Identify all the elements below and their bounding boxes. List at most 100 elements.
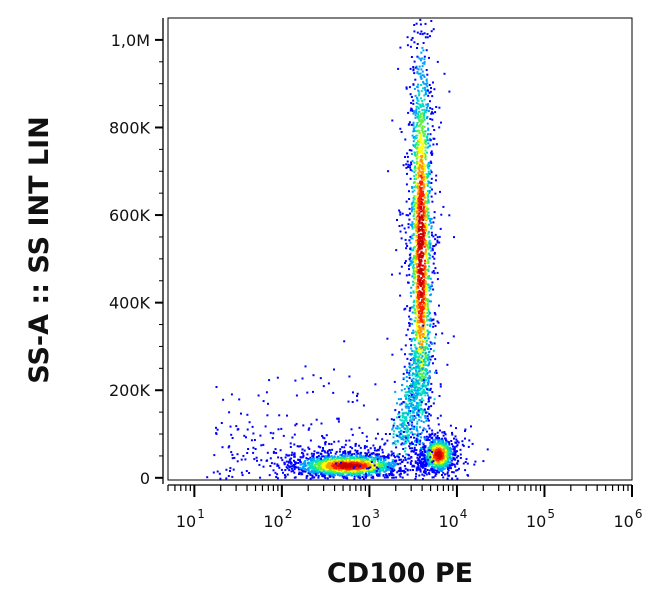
event-dot	[419, 226, 422, 228]
event-dot	[329, 449, 331, 452]
event-dot	[424, 88, 427, 91]
event-dot	[332, 465, 335, 467]
event-dot	[410, 286, 413, 289]
event-dot	[441, 474, 443, 476]
event-dot	[399, 294, 402, 297]
event-dot	[412, 99, 415, 102]
event-dot	[454, 465, 457, 468]
event-dot	[418, 411, 421, 414]
event-dot	[418, 334, 421, 337]
event-dot	[426, 458, 429, 461]
event-dot	[311, 467, 314, 470]
event-dot	[418, 199, 421, 202]
event-dot	[417, 90, 420, 93]
event-dot	[326, 465, 329, 467]
event-dot	[433, 129, 436, 131]
event-dot	[432, 453, 435, 455]
event-dot	[413, 273, 416, 276]
event-dot	[343, 475, 346, 478]
event-dot	[412, 329, 415, 332]
event-dot	[431, 125, 434, 128]
event-dot	[365, 455, 368, 458]
event-dot	[428, 275, 431, 277]
event-dot	[415, 235, 418, 237]
event-dot	[410, 401, 413, 404]
event-dot	[409, 247, 412, 250]
event-dot	[424, 82, 427, 85]
event-dot	[438, 446, 441, 449]
event-dot	[436, 239, 439, 242]
event-dot	[416, 335, 418, 338]
event-dot	[407, 387, 410, 390]
event-dot	[345, 474, 348, 477]
event-dot	[423, 311, 425, 314]
event-dot	[293, 459, 295, 462]
event-dot	[449, 454, 451, 457]
event-dot	[417, 207, 420, 210]
event-dot	[419, 281, 422, 284]
event-dot	[430, 225, 433, 228]
event-dot	[413, 344, 416, 346]
event-dot	[311, 458, 314, 460]
event-dot	[446, 363, 449, 366]
event-dot	[336, 466, 339, 469]
event-dot	[441, 465, 444, 468]
event-dot	[374, 468, 377, 471]
event-dot	[417, 167, 420, 170]
event-dot	[362, 456, 365, 459]
event-dot	[425, 419, 428, 422]
event-dot	[432, 325, 435, 328]
event-dot	[388, 463, 391, 466]
event-dot	[439, 190, 441, 193]
event-dot	[415, 295, 418, 298]
event-dot	[383, 460, 386, 463]
event-dot	[415, 309, 418, 312]
event-dot	[376, 455, 379, 458]
event-dot	[426, 272, 428, 275]
event-dot	[315, 463, 318, 466]
event-dot	[451, 443, 453, 446]
event-dot	[379, 461, 382, 464]
event-dot	[423, 323, 426, 326]
event-dot	[420, 292, 423, 295]
event-dot	[446, 466, 449, 469]
event-dot	[424, 242, 427, 245]
event-dot	[425, 300, 428, 303]
event-dot	[424, 330, 427, 333]
event-dot	[411, 221, 414, 224]
event-dot	[433, 216, 436, 219]
event-dot	[425, 342, 428, 345]
event-dot	[442, 434, 445, 437]
event-dot	[456, 462, 459, 465]
event-dot	[425, 140, 427, 143]
event-dot	[406, 406, 409, 409]
event-dot	[404, 138, 407, 141]
event-dot	[385, 469, 388, 472]
event-dot	[422, 296, 424, 298]
event-dot	[420, 295, 423, 298]
event-dot	[414, 316, 417, 319]
event-dot	[400, 131, 403, 133]
event-dot	[428, 413, 431, 415]
event-dot	[409, 307, 412, 310]
event-dot	[427, 94, 430, 97]
event-dot	[422, 185, 425, 188]
event-dot	[414, 372, 417, 375]
event-dot	[418, 125, 421, 127]
event-dot	[427, 308, 430, 311]
event-dot	[431, 471, 434, 474]
event-dot	[415, 227, 418, 230]
event-dot	[415, 110, 418, 113]
event-dot	[421, 241, 424, 244]
event-dot	[330, 443, 333, 446]
event-dot	[432, 221, 435, 224]
event-dot	[365, 474, 368, 477]
event-dot	[416, 271, 419, 274]
event-dot	[274, 471, 277, 474]
event-dot	[417, 151, 420, 153]
event-dot	[411, 160, 414, 163]
event-dot	[404, 405, 407, 408]
event-dot	[442, 476, 445, 479]
event-dot	[424, 91, 427, 94]
event-dot	[442, 466, 445, 469]
